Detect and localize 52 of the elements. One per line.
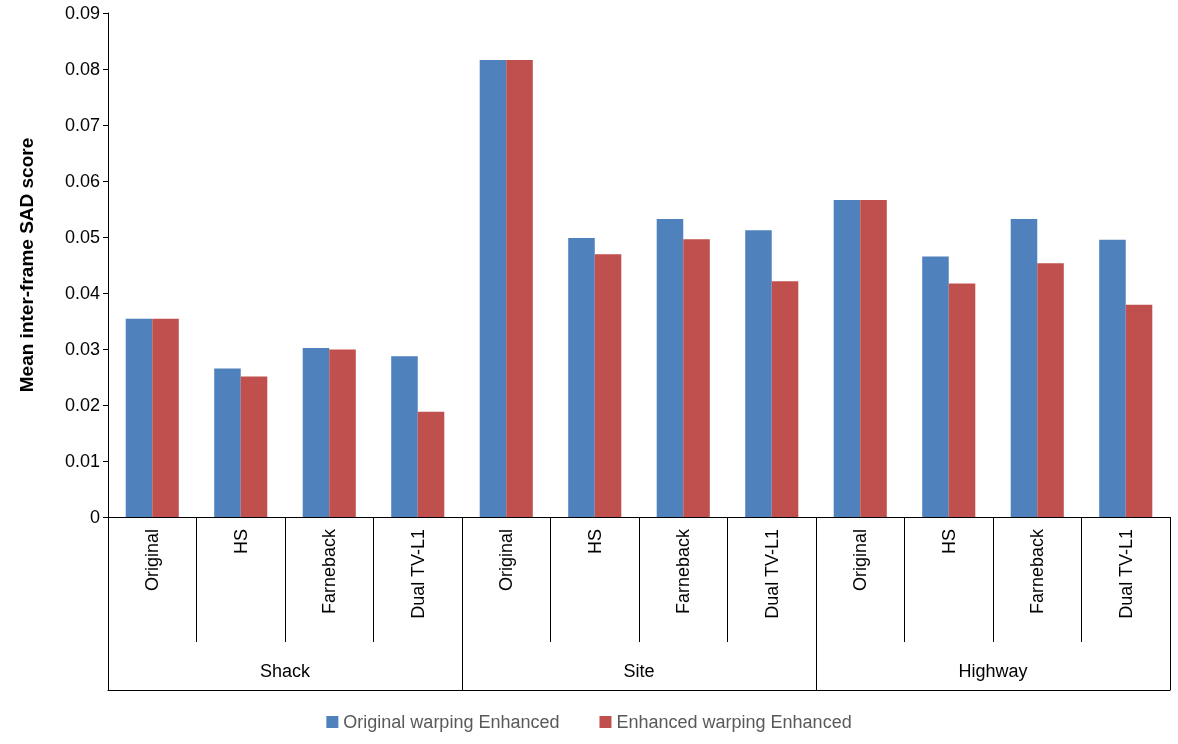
bar [1125,304,1153,517]
bar [745,230,772,517]
bar [391,356,418,517]
bar [594,254,622,517]
y-tick-label: 0 [89,507,100,527]
x-tick-label: Farneback [319,528,340,615]
bar [568,238,595,517]
x-tick-label: Original [850,529,871,592]
y-tick-label: 0.03 [64,339,100,359]
text: Highway [958,661,1028,681]
x-tick-label: Dual TV-L1 [761,529,782,619]
bar [329,349,356,517]
bar [240,376,268,517]
x-tick-label: Original [142,529,163,592]
bar [922,256,949,517]
bar [833,200,861,517]
x-tick-label: HS [230,529,251,555]
bar [1010,219,1038,517]
text: Site [623,661,655,681]
bar [683,239,710,517]
x-tick-label: Dual TV-L1 [407,529,428,619]
y-tick-label: 0.02 [64,395,100,415]
y-tick-label: 0.08 [64,59,100,79]
x-tick-label: Dual TV-L1 [1115,529,1136,619]
y-tick-label: 0.09 [64,3,100,23]
y-axis-title: Mean inter-frame SAD score [16,137,37,393]
legend-label: Enhanced warping Enhanced [616,712,852,732]
y-tick-label: 0.07 [64,115,100,135]
bar [506,60,533,517]
bar [125,318,153,517]
bar [656,219,684,517]
bar [948,283,976,517]
x-tick-label: HS [584,529,605,555]
x-tick-label: Farneback [673,528,694,615]
bar [479,60,507,517]
y-tick-label: 0.05 [64,227,100,247]
x-tick-label: HS [938,529,959,555]
bar [152,318,179,517]
legend-label: Original warping Enhanced [343,712,560,732]
y-tick-label: 0.04 [64,283,100,303]
bar [860,200,887,517]
x-tick-label: Farneback [1027,528,1048,615]
x-tick-label: Original [496,529,517,592]
y-tick-label: 0.06 [64,171,100,191]
bar [417,411,445,517]
text: Shack [259,661,312,681]
y-tick-label: 0.01 [64,451,100,471]
bar [1037,263,1064,517]
bar [771,281,799,517]
bar [1099,239,1126,517]
bar [214,368,241,517]
bar [302,347,330,517]
